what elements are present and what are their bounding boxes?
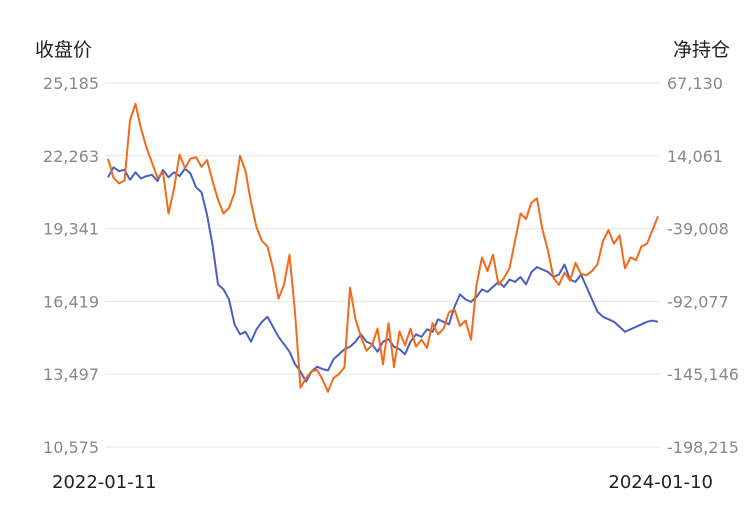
gridlines [105, 82, 660, 448]
y-right-tick-label: 14,061 [667, 147, 723, 166]
y-left-tick-label: 10,575 [43, 438, 99, 457]
y-left-axis-title: 收盘价 [35, 39, 92, 61]
net-position-line [107, 102, 659, 393]
y-left-tick-label: 25,185 [43, 74, 99, 93]
close-price-line [107, 166, 659, 383]
y-left-tick-labels: 25,185 22,263 19,341 16,419 13,497 10,575 [43, 74, 99, 457]
y-left-tick-label: 19,341 [43, 220, 99, 239]
y-right-tick-label: -92,077 [667, 292, 729, 311]
series-lines [107, 102, 659, 393]
y-right-tick-labels: 67,130 14,061 -39,008 -92,077 -145,146 -198,2… [667, 74, 739, 457]
y-right-tick-label: 67,130 [667, 74, 723, 93]
y-right-tick-label: -39,008 [667, 220, 729, 239]
y-left-tick-label: 16,419 [43, 292, 99, 311]
y-left-tick-label: 13,497 [43, 365, 99, 384]
x-tick-end: 2024-01-10 [608, 472, 713, 493]
x-tick-start: 2022-01-11 [52, 472, 157, 493]
y-left-tick-label: 22,263 [43, 147, 99, 166]
y-right-axis-title: 净持仓 [673, 39, 730, 61]
y-right-tick-label: -145,146 [667, 365, 739, 384]
y-right-tick-label: -198,215 [667, 438, 739, 457]
